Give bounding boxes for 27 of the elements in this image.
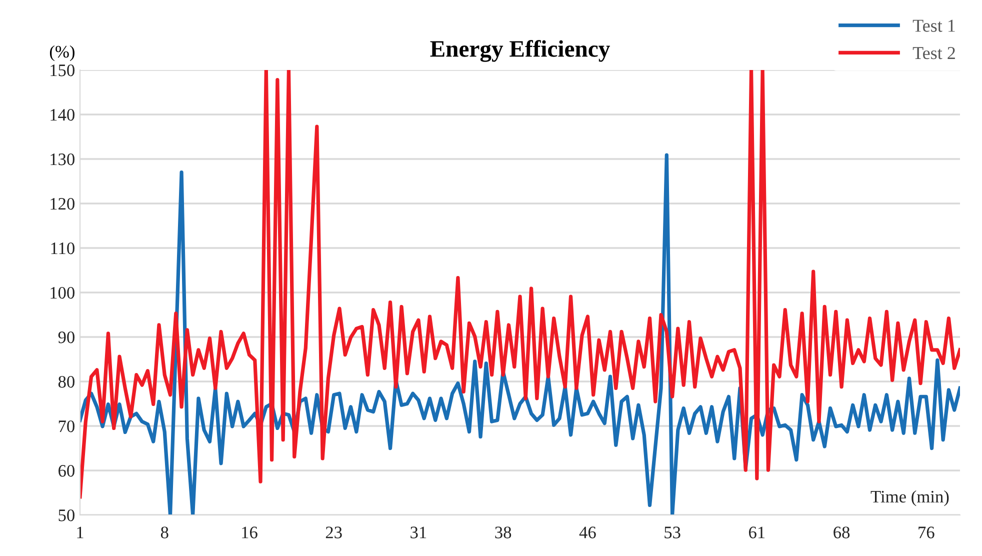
x-axis-title: Time (min) (870, 490, 949, 506)
chart-title: Energy Efficiency (430, 40, 610, 62)
y-tick-label: 110 (51, 242, 74, 254)
y-tick-label: 60 (58, 464, 74, 477)
y-tick-label: 70 (58, 420, 74, 432)
x-tick-label: 8 (160, 526, 168, 538)
x-tick-label: 38 (495, 526, 512, 538)
y-tick-label: 50 (58, 509, 74, 522)
y-tick-label: 90 (58, 331, 74, 344)
x-tick-label: 68 (834, 526, 850, 538)
y-tick-label: 120 (50, 198, 74, 210)
legend-label: Test 2 (912, 47, 955, 60)
x-tick-label: 76 (918, 526, 934, 538)
x-tick-label: 16 (242, 526, 258, 538)
x-tick-label: 23 (326, 526, 342, 538)
y-tick-label: 140 (50, 108, 74, 121)
x-tick-label: 53 (664, 526, 680, 538)
y-tick-label: 100 (50, 286, 74, 299)
x-tick-label: 31 (410, 526, 426, 538)
y-tick-label: 80 (58, 376, 74, 388)
x-tick-label: 46 (579, 526, 596, 538)
y-tick-label: 150 (50, 64, 74, 76)
x-tick-label: 61 (748, 526, 765, 538)
y-tick-label: 130 (50, 153, 74, 166)
y-axis-title: (%) (50, 45, 74, 62)
legend-label: Test 1 (912, 20, 955, 32)
x-tick-label: 1 (77, 526, 84, 538)
